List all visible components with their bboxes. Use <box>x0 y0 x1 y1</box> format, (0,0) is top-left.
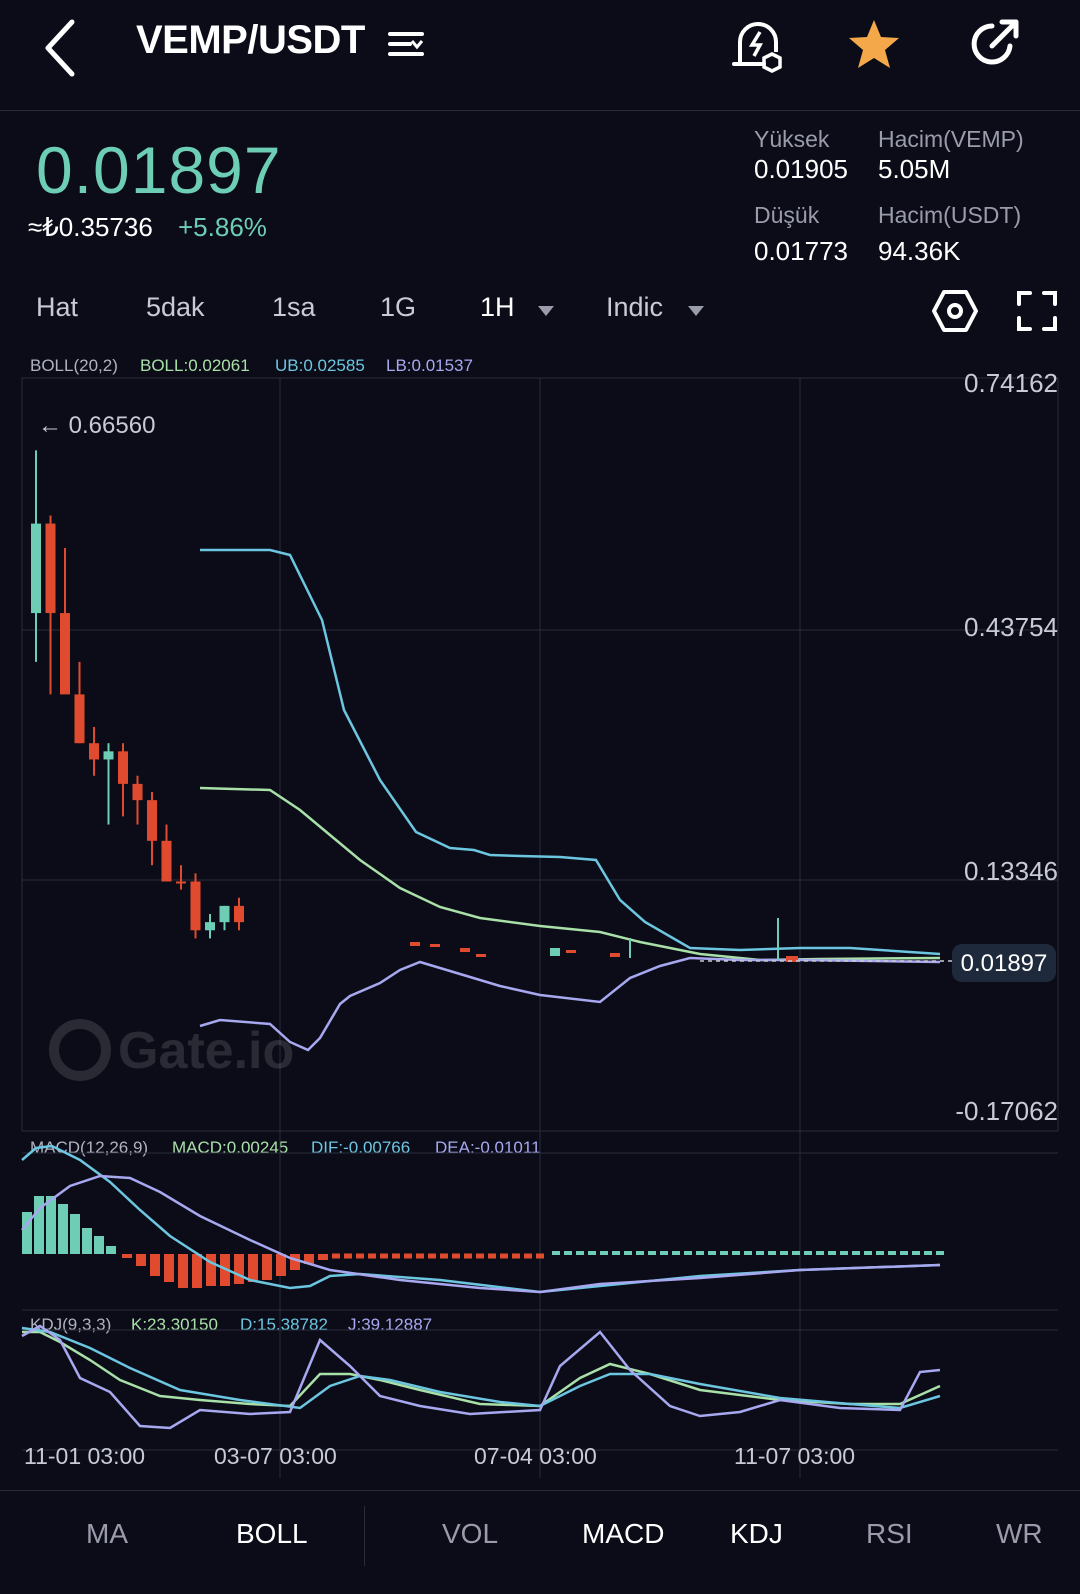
candles-group <box>31 450 244 939</box>
low-label: Düşük <box>754 202 820 228</box>
macd-dif-value: DIF:-0.00766 <box>311 1138 411 1157</box>
fiat-price: ≈₺0.35736 <box>28 212 153 242</box>
boll-upper-band <box>200 548 941 956</box>
candle-body <box>147 800 157 841</box>
boll-lb-value: LB:0.01537 <box>386 356 473 375</box>
boll-mid-value: BOLL:0.02061 <box>140 356 250 375</box>
kdj-j-value: J:39.12887 <box>348 1315 433 1334</box>
volume-quote-value: 94.36K <box>878 236 961 266</box>
volume-quote-label: Hacim(USDT) <box>878 202 1022 228</box>
candle-body <box>205 922 215 931</box>
tab-wr[interactable]: WR <box>996 1518 1043 1549</box>
tab-1day[interactable]: 1G <box>380 292 417 322</box>
volume-base-label: Hacim(VEMP) <box>878 126 1024 152</box>
x-tick-label: 07-04 03:00 <box>474 1443 597 1469</box>
tab-indicators[interactable]: Indic <box>606 292 664 322</box>
candle-body <box>31 523 41 614</box>
candle-body <box>89 743 99 760</box>
candle-body <box>118 751 128 784</box>
tab-macd[interactable]: MACD <box>582 1518 665 1549</box>
candle-body <box>60 613 70 695</box>
gate-watermark: Gate.io <box>49 1019 294 1081</box>
last-price: 0.01897 <box>36 133 282 207</box>
boll-title: BOLL(20,2) <box>30 356 118 375</box>
tab-1week[interactable]: 1H <box>480 292 515 322</box>
candle-body <box>219 905 230 923</box>
candle-body <box>176 881 186 884</box>
price-alert-bell-icon[interactable] <box>726 12 790 76</box>
tab-kdj[interactable]: KDJ <box>730 1518 783 1549</box>
kdj-d-value: D:15.38782 <box>240 1315 328 1334</box>
tab-boll[interactable]: BOLL <box>236 1518 308 1549</box>
macd-value: MACD:0.00245 <box>172 1138 289 1157</box>
tab-line[interactable]: Hat <box>36 292 79 322</box>
top-bar: VEMP/USDT <box>0 0 1080 111</box>
last-price-tag-text: 0.01897 <box>961 950 1048 977</box>
candle-body <box>161 840 172 882</box>
tab-5min[interactable]: 5dak <box>146 292 205 322</box>
volume-base-value: 5.05M <box>878 154 951 184</box>
x-tick-label: 11-07 03:00 <box>734 1443 855 1469</box>
high-label: Yüksek <box>754 126 830 152</box>
low-value: 0.01773 <box>754 236 848 266</box>
macd-dea-line <box>21 1174 941 1294</box>
kline-chart[interactable]: Gate.io 0.74162 0.43754 0.13346 -0.17062… <box>0 370 1080 1490</box>
candle-body <box>190 881 201 931</box>
y-tick-label: 0.13346 <box>964 856 1058 886</box>
menu-lines-icon[interactable] <box>388 24 424 64</box>
x-tick-label: 11-01 03:00 <box>24 1443 145 1469</box>
share-icon[interactable] <box>962 12 1026 76</box>
candle-body <box>74 694 85 744</box>
back-chevron-icon[interactable] <box>40 18 90 78</box>
tab-divider <box>364 1506 365 1566</box>
chevron-down-icon <box>688 306 704 316</box>
kdj-k-line <box>22 1330 941 1408</box>
indicator-tabs-bar <box>0 1490 1080 1594</box>
max-price-label: ← 0.66560 <box>38 412 155 439</box>
tab-1hour[interactable]: 1sa <box>272 292 316 322</box>
last-price-tag <box>952 944 1056 982</box>
svg-text:Gate.io: Gate.io <box>118 1022 294 1080</box>
price-change-percent: +5.86% <box>178 212 267 242</box>
settings-hex-icon[interactable] <box>932 288 978 334</box>
candle-body <box>103 751 114 760</box>
fullscreen-icon[interactable] <box>1016 290 1058 332</box>
boll-ub-value: UB:0.02585 <box>275 356 365 375</box>
kdj-title: KDJ(9,3,3) <box>30 1315 112 1334</box>
candle-body <box>234 905 244 923</box>
chevron-down-icon <box>538 306 554 316</box>
kdj-k-value: K:23.30150 <box>131 1315 218 1334</box>
high-value: 0.01905 <box>754 154 848 184</box>
pair-title[interactable]: VEMP/USDT <box>136 18 365 62</box>
y-tick-label: 0.74162 <box>964 370 1058 398</box>
candle-body <box>132 783 143 801</box>
y-tick-label: -0.17062 <box>955 1096 1058 1126</box>
tail-candles <box>410 918 798 962</box>
candle-body <box>45 523 56 614</box>
macd-dif-line <box>21 1144 941 1294</box>
macd-dea-value: DEA:-0.01011 <box>435 1138 541 1157</box>
y-tick-label: 0.43754 <box>964 612 1058 642</box>
kdj-d-line <box>21 1326 941 1410</box>
boll-middle-band <box>199 786 941 962</box>
macd-histogram <box>22 1196 944 1288</box>
chart-frame <box>21 377 1059 1478</box>
x-tick-label: 03-07 03:00 <box>214 1443 337 1469</box>
favorite-star-icon[interactable] <box>842 12 906 76</box>
boll-lower-band <box>199 956 941 1052</box>
tab-vol[interactable]: VOL <box>442 1518 499 1549</box>
tab-rsi[interactable]: RSI <box>866 1518 913 1549</box>
tab-ma[interactable]: MA <box>86 1518 128 1549</box>
kdj-j-line <box>21 1324 941 1430</box>
macd-title: MACD(12,26,9) <box>30 1138 149 1157</box>
